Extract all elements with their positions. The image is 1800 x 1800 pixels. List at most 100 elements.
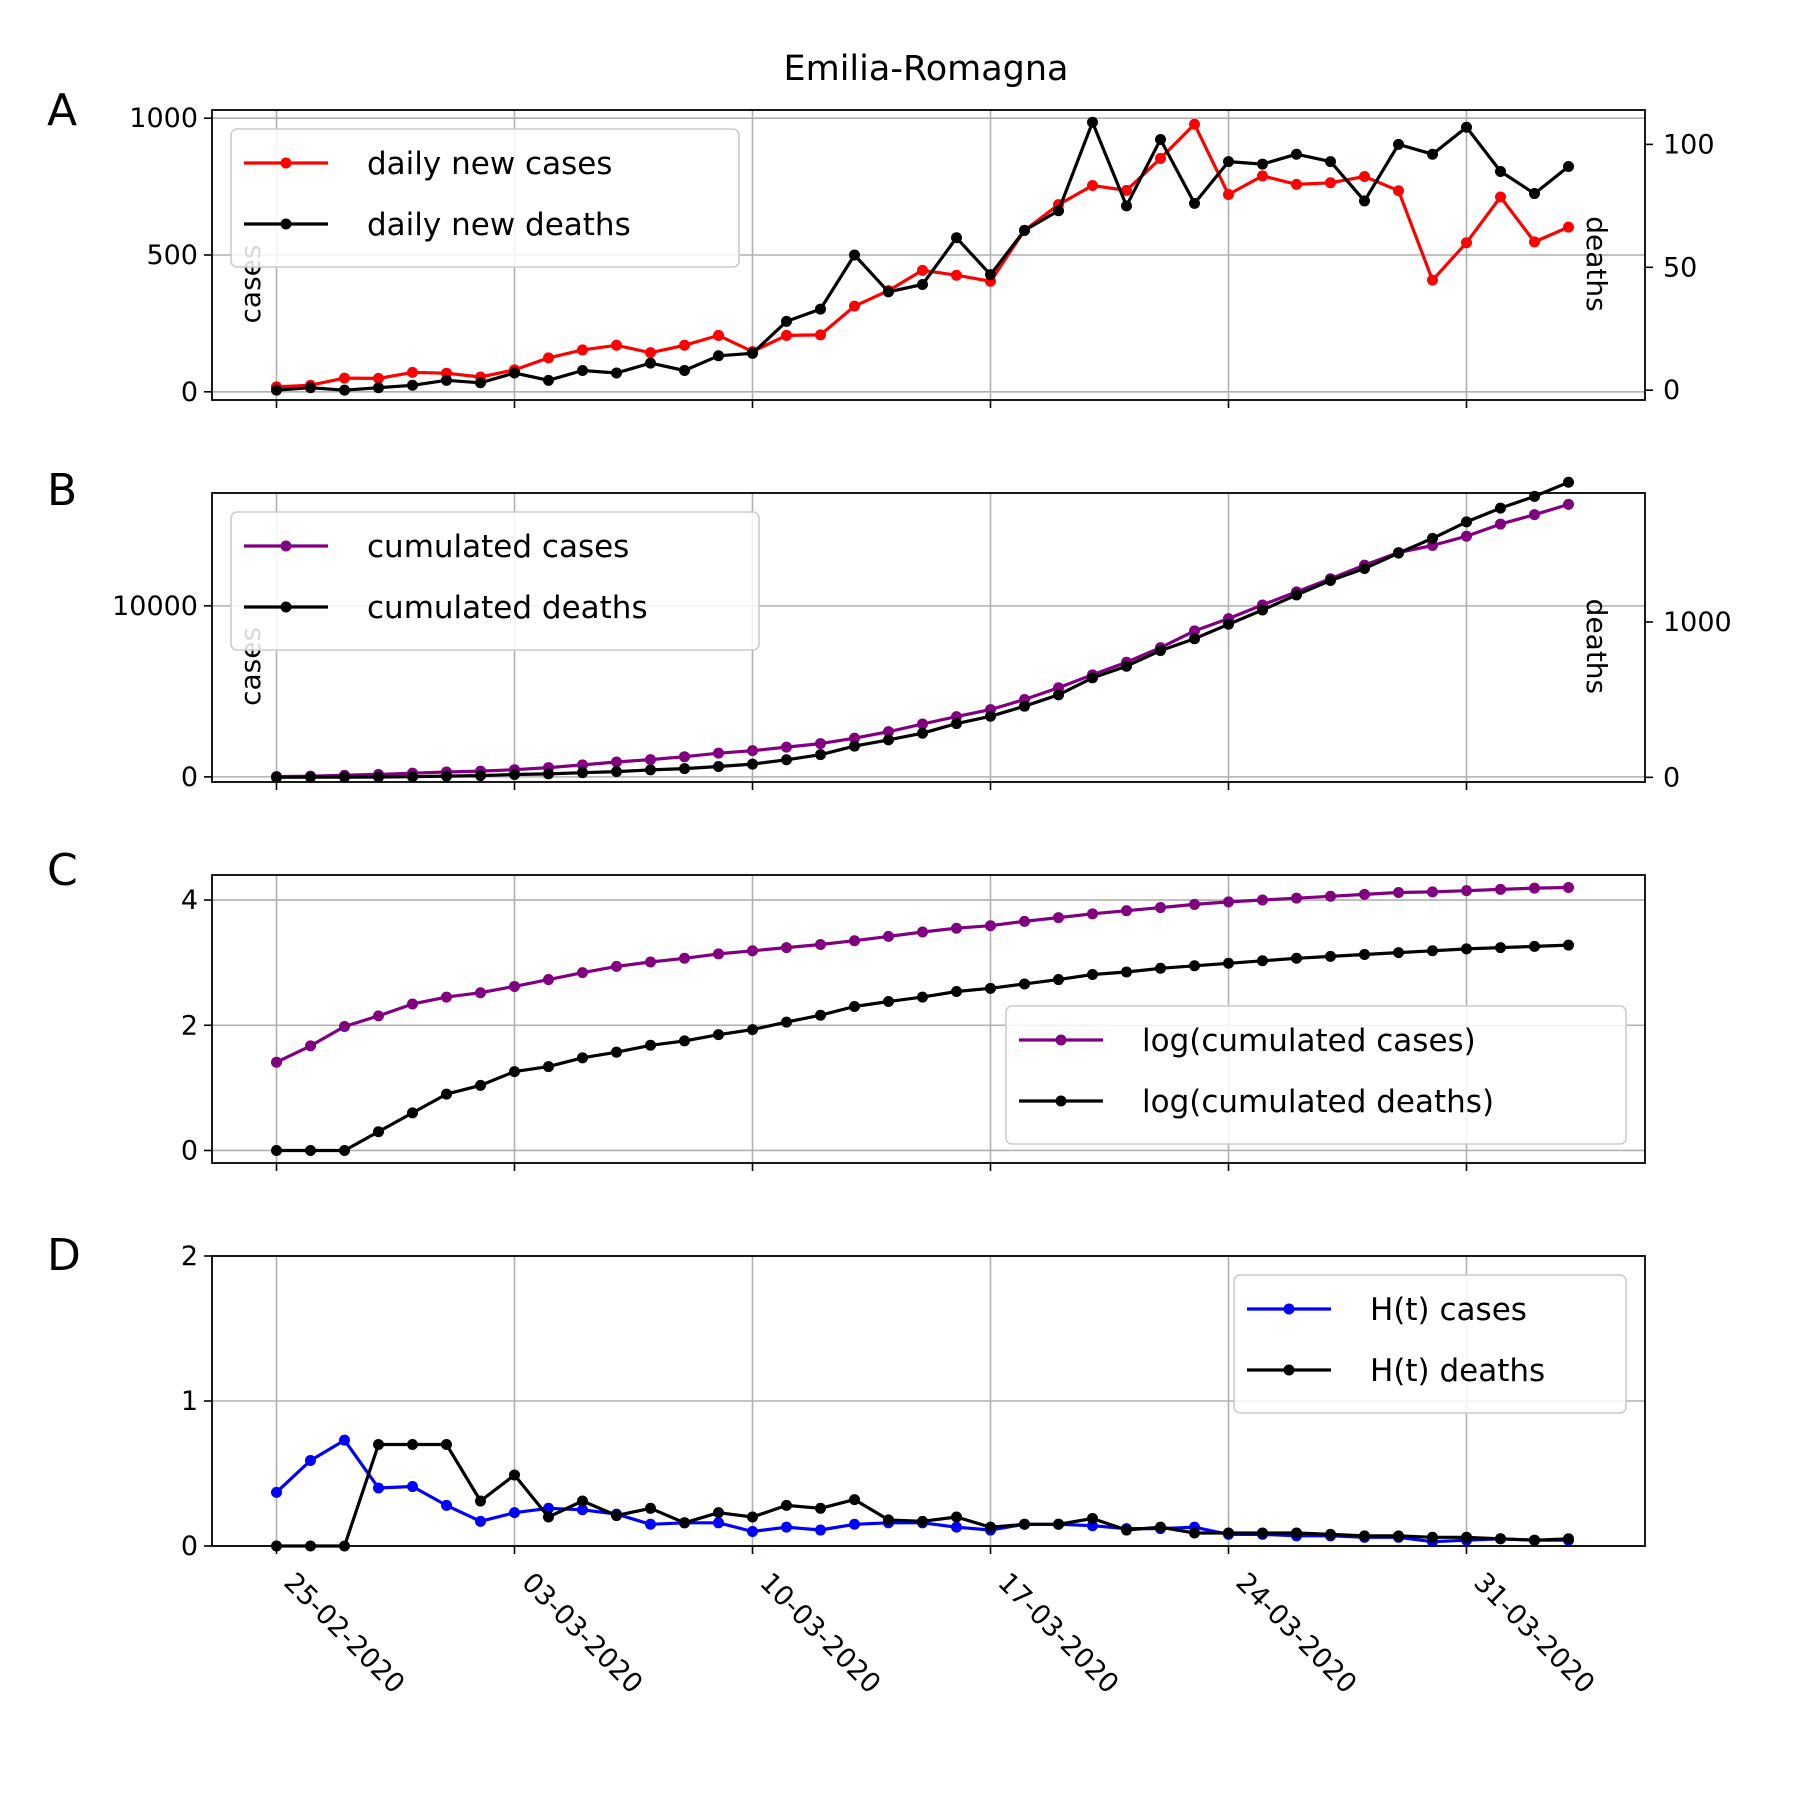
data-point <box>577 344 588 356</box>
data-point <box>1529 1534 1540 1546</box>
series-1 <box>271 882 1574 1068</box>
data-point <box>1529 188 1540 200</box>
data-point <box>747 945 758 957</box>
data-point <box>1189 197 1200 209</box>
data-point <box>1427 532 1438 544</box>
legend-marker <box>280 157 292 169</box>
x-tick-label: 03-03-2020 <box>516 1567 649 1700</box>
data-point <box>1087 969 1098 981</box>
data-point <box>1223 189 1234 201</box>
legend-marker <box>1283 1364 1295 1376</box>
data-point <box>1427 886 1438 898</box>
data-point <box>1019 224 1030 236</box>
data-point <box>407 379 418 391</box>
y-tick-label: 500 <box>146 240 198 271</box>
legend-entry: cumulated deaths <box>244 590 648 626</box>
legend-entry: log(cumulated cases) <box>1019 1023 1476 1059</box>
data-point <box>849 1518 860 1530</box>
data-point <box>645 956 656 968</box>
data-point <box>883 734 894 746</box>
data-point <box>339 384 350 396</box>
data-point <box>1461 530 1472 542</box>
legend-box <box>230 128 740 268</box>
data-point <box>1529 509 1540 521</box>
data-point <box>509 1066 520 1078</box>
data-point <box>543 352 554 364</box>
data-point <box>1461 1531 1472 1543</box>
data-point <box>917 1515 928 1527</box>
data-point <box>917 926 928 938</box>
data-point <box>611 339 622 351</box>
legend-entry: daily new cases <box>244 146 612 182</box>
data-point <box>1257 604 1268 616</box>
x-tick-label: 17-03-2020 <box>992 1567 1125 1700</box>
data-point <box>849 300 860 312</box>
x-tick-label: 25-02-2020 <box>278 1567 411 1700</box>
data-point <box>679 952 690 964</box>
data-point <box>917 264 928 276</box>
legend: log(cumulated cases) log(cumulated deaths… <box>1005 1005 1627 1145</box>
legend-marker <box>1283 1303 1295 1315</box>
legend-label: H(t) deaths <box>1370 1353 1545 1389</box>
data-point <box>1393 138 1404 150</box>
data-point <box>1019 915 1030 927</box>
y2-axis-label: deaths <box>1580 216 1613 311</box>
data-point <box>679 1517 690 1529</box>
data-point <box>543 768 554 780</box>
data-point <box>1189 118 1200 130</box>
data-point <box>305 382 316 394</box>
data-point <box>1563 221 1574 233</box>
data-point <box>849 732 860 744</box>
data-point <box>849 1000 860 1012</box>
panel-d: 0 1 2 D H(t) cases H(t) deaths <box>47 1230 1646 1562</box>
data-point <box>407 1481 418 1493</box>
legend-marker <box>280 601 292 613</box>
legend-label: log(cumulated cases) <box>1142 1023 1476 1059</box>
data-point <box>577 767 588 779</box>
data-point <box>611 1510 622 1522</box>
data-point <box>747 347 758 359</box>
data-point <box>373 1439 384 1450</box>
y2-tick-label: 100 <box>1663 129 1715 160</box>
y-tick-label: 1000 <box>129 103 198 134</box>
legend-label: cumulated cases <box>367 529 629 565</box>
data-point <box>1053 974 1064 986</box>
data-point <box>1359 1530 1370 1542</box>
data-point <box>577 365 588 377</box>
data-point <box>951 1521 962 1533</box>
data-point <box>679 339 690 351</box>
data-point <box>1155 1521 1166 1533</box>
data-point <box>373 1010 384 1022</box>
data-point <box>1291 1527 1302 1539</box>
data-point <box>747 1511 758 1523</box>
data-point <box>1461 516 1472 528</box>
data-point <box>271 384 282 396</box>
data-point <box>1563 882 1574 894</box>
legend-label: daily new deaths <box>367 207 631 243</box>
data-point <box>305 1040 316 1052</box>
y2-tick-label: 0 <box>1663 762 1680 793</box>
legend-marker <box>280 540 292 552</box>
data-point <box>1189 1527 1200 1539</box>
legend: cumulated cases cumulated deaths <box>230 511 760 651</box>
data-point <box>1223 156 1234 168</box>
data-point <box>815 749 826 761</box>
data-point <box>951 922 962 934</box>
data-point <box>1495 1533 1506 1545</box>
data-point <box>713 747 724 759</box>
data-point <box>1461 237 1472 249</box>
data-point <box>1563 498 1574 510</box>
data-point <box>645 754 656 766</box>
data-point <box>1529 940 1540 952</box>
data-point <box>543 974 554 986</box>
data-point <box>509 1507 520 1519</box>
y-tick-label: 10000 <box>112 591 198 622</box>
data-point <box>1325 950 1336 962</box>
data-point <box>339 771 350 783</box>
data-point <box>781 741 792 753</box>
data-point <box>645 1502 656 1514</box>
data-point <box>1359 170 1370 182</box>
data-point <box>271 1486 282 1498</box>
data-point <box>1291 952 1302 964</box>
